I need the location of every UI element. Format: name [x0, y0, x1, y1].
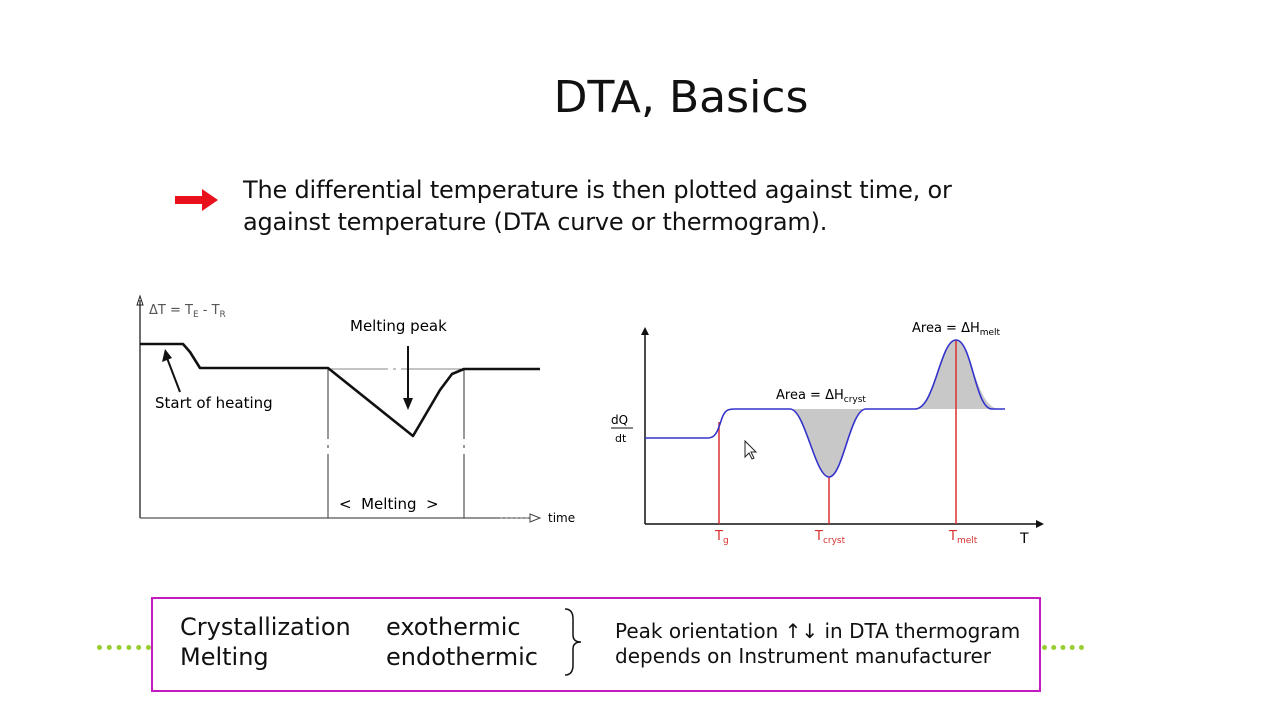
dotted-line-right — [1042, 645, 1084, 650]
bullet-line-2: against temperature (DTA curve or thermo… — [243, 208, 828, 236]
note-line-2: depends on Instrument manufacturer — [615, 644, 992, 668]
tcryst-label: Tcryst — [814, 529, 846, 546]
area-melt-label: Area = ΔHmelt — [912, 321, 1001, 338]
summary-box: Crystallization Melting exothermic endot… — [151, 597, 1041, 692]
type-endothermic: endothermic — [386, 643, 538, 671]
brace-icon — [564, 608, 582, 676]
y-axis-label: ΔT = TE - TR — [149, 303, 226, 320]
x-axis-label: time — [548, 511, 575, 525]
mouse-cursor-icon — [744, 439, 758, 460]
tg-label: Tg — [714, 529, 729, 546]
dotted-line-left — [97, 645, 151, 650]
melting-peak-label: Melting peak — [350, 317, 447, 335]
dsc-temperature-diagram: dQ dt T Area = ΔHcryst Area = ΔHmelt Tg … — [611, 321, 1044, 547]
area-cryst-label: Area = ΔHcryst — [776, 388, 866, 405]
red-arrow-icon — [175, 189, 218, 211]
slide-title: DTA, Basics — [553, 72, 809, 123]
start-heating-label: Start of heating — [155, 394, 273, 412]
tmelt-label: Tmelt — [948, 529, 978, 546]
bullet-line-1: The differential temperature is then plo… — [243, 176, 952, 204]
start-heating-arrow — [166, 357, 181, 393]
x-axis-arrow-icon — [529, 513, 542, 523]
dsc-curve — [645, 339, 1005, 478]
y-label-den: dt — [615, 432, 627, 445]
process-crystallization: Crystallization — [180, 613, 351, 641]
x-axis-label: T — [1019, 531, 1029, 547]
cryst-area — [790, 409, 866, 477]
dta-curve — [140, 342, 540, 438]
note-line-1: Peak orientation ↑↓ in DTA thermogram — [615, 619, 1021, 643]
y-axis-arrow-icon — [136, 294, 144, 306]
process-melting: Melting — [180, 643, 269, 671]
type-exothermic: exothermic — [386, 613, 521, 641]
dta-time-diagram: time ΔT = TE - TR Melting peak Start of … — [136, 294, 575, 525]
y-label-num: dQ — [611, 413, 628, 427]
melting-range-label: < Melting > — [339, 495, 439, 513]
